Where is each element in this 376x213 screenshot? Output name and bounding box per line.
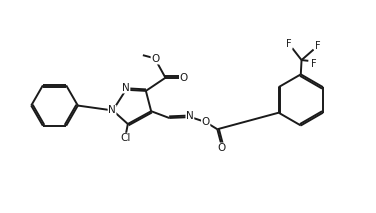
Text: F: F — [287, 39, 292, 49]
Text: O: O — [151, 54, 159, 64]
Text: O: O — [180, 73, 188, 83]
Text: F: F — [311, 59, 316, 69]
Text: N: N — [122, 83, 130, 93]
Text: F: F — [315, 41, 320, 51]
Text: N: N — [108, 105, 116, 115]
Text: Cl: Cl — [121, 133, 131, 143]
Text: O: O — [217, 143, 225, 153]
Text: N: N — [186, 111, 194, 121]
Text: O: O — [202, 117, 210, 127]
